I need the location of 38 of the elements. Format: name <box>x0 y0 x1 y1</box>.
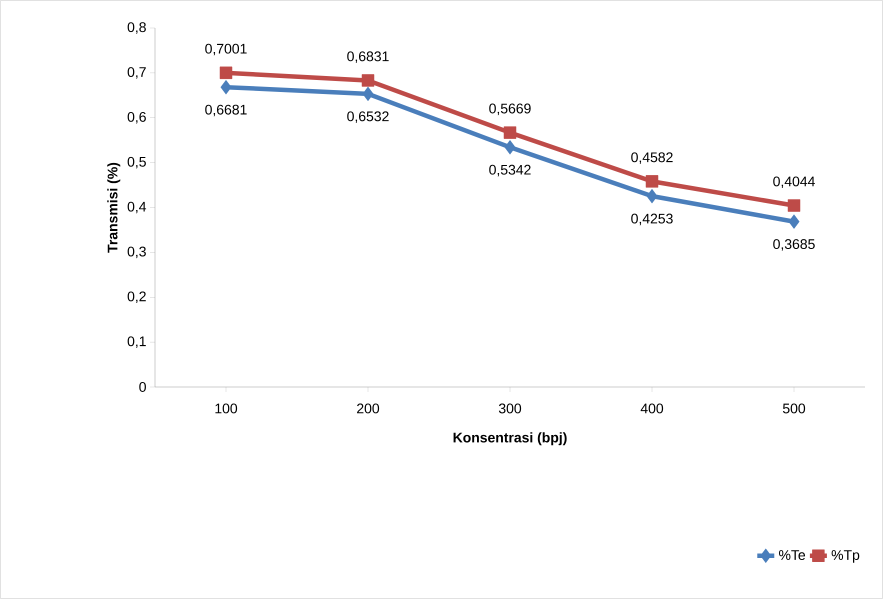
x-axis-title: Konsentrasi (bpj) <box>454 432 567 446</box>
point <box>504 126 516 139</box>
point <box>220 80 232 94</box>
x-tick-label: 100 <box>215 404 238 414</box>
data-label: 0,4253 <box>631 214 673 226</box>
legend-label: %Te <box>779 550 806 560</box>
data-label: 0,5669 <box>489 104 531 116</box>
legend-label: %Tp <box>832 550 860 563</box>
data-label: 0,4582 <box>631 152 673 164</box>
y-tick-label: 0,4 <box>128 202 146 214</box>
y-tick-label: 0,1 <box>128 336 146 348</box>
data-label: 0,6532 <box>347 111 389 123</box>
data-label: 0,4044 <box>773 176 815 188</box>
x-tick-label: 400 <box>640 404 664 414</box>
data-label: 0,6831 <box>347 51 389 63</box>
point <box>788 199 800 212</box>
point <box>646 188 658 204</box>
point <box>220 66 232 80</box>
y-tick-label: 0,5 <box>128 156 146 168</box>
y-tick-label: 0,7 <box>128 67 146 79</box>
data-label: 0,6681 <box>205 104 247 116</box>
x-tick-label: 500 <box>782 404 806 414</box>
x-tick-label: 200 <box>357 404 380 414</box>
point <box>646 175 658 188</box>
y-tick-label: 0,8 <box>128 22 146 34</box>
y-tick-label: 0 <box>139 382 146 392</box>
y-axis-title: Transmisi (%) <box>107 162 120 253</box>
y-tick-label: 0,2 <box>128 291 146 304</box>
x-tick-label: 300 <box>498 404 522 414</box>
point <box>362 74 374 87</box>
point <box>504 140 516 155</box>
data-label: 0,3685 <box>773 239 815 251</box>
point <box>362 86 374 102</box>
y-tick-label: 0,6 <box>128 112 146 124</box>
point <box>788 214 800 229</box>
data-label: 0,5342 <box>489 164 531 176</box>
y-tick-label: 0,3 <box>128 246 146 258</box>
data-label: 0,7001 <box>205 44 247 56</box>
